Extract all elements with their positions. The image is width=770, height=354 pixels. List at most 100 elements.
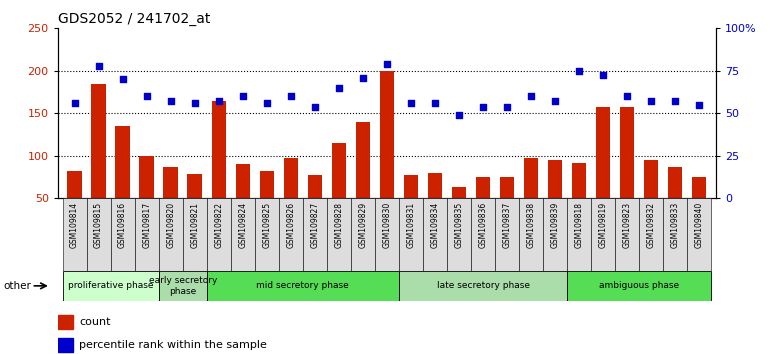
Bar [447,198,471,271]
Point [525,93,537,99]
Bar [308,175,322,241]
Text: GSM109838: GSM109838 [527,202,536,248]
Point [645,98,658,103]
Point [69,100,81,106]
Bar [596,107,611,241]
Bar [62,198,86,271]
Bar [452,187,466,241]
Point [380,61,393,67]
Bar [332,143,346,241]
Text: GSM109835: GSM109835 [454,202,464,248]
Text: GSM109837: GSM109837 [503,202,511,248]
Text: GSM109834: GSM109834 [430,202,440,248]
Bar [58,338,73,352]
Text: GDS2052 / 241702_at: GDS2052 / 241702_at [58,12,210,26]
Bar [423,198,447,271]
Bar [139,156,154,241]
Bar [326,198,351,271]
Bar [231,198,255,271]
Bar [259,171,274,241]
Point [285,93,297,99]
Point [140,93,152,99]
Point [333,85,345,91]
Bar [206,271,399,301]
Bar [572,164,586,241]
Point [693,102,705,108]
Text: other: other [4,281,32,291]
Point [116,76,129,82]
Bar [380,71,394,241]
Point [260,100,273,106]
Bar [663,198,688,271]
Bar [279,198,303,271]
Bar [86,198,111,271]
Bar [567,198,591,271]
Bar [283,158,298,241]
Bar [92,84,105,241]
Bar [620,107,634,241]
Text: GSM109826: GSM109826 [286,202,296,248]
Text: late secretory phase: late secretory phase [437,281,530,290]
Point [405,100,417,106]
Bar [692,177,707,241]
Point [453,112,465,118]
Text: GSM109817: GSM109817 [142,202,151,248]
Text: GSM109828: GSM109828 [334,202,343,248]
Point [165,98,177,103]
Point [213,98,225,103]
Bar [188,173,202,241]
Bar [399,271,567,301]
Bar [500,177,514,241]
Text: GSM109815: GSM109815 [94,202,103,248]
Bar [375,198,399,271]
Text: GSM109829: GSM109829 [358,202,367,248]
Bar [351,198,375,271]
Point [309,104,321,110]
Bar [403,175,418,241]
Bar [67,171,82,241]
Point [573,68,585,74]
Point [597,72,609,78]
Bar [356,122,370,241]
Bar [591,198,615,271]
Bar [639,198,663,271]
Bar [668,167,682,241]
Bar [111,198,135,271]
Text: GSM109820: GSM109820 [166,202,176,248]
Text: early secretory
phase: early secretory phase [149,276,217,296]
Bar [58,315,73,329]
Text: GSM109816: GSM109816 [118,202,127,248]
Point [92,63,105,69]
Bar [428,173,442,241]
Text: GSM109840: GSM109840 [695,202,704,248]
Bar [543,198,567,271]
Bar [135,198,159,271]
Bar [159,198,182,271]
Text: ambiguous phase: ambiguous phase [599,281,679,290]
Text: GSM109818: GSM109818 [574,202,584,248]
Bar [116,126,130,241]
Bar [182,198,206,271]
Text: GSM109827: GSM109827 [310,202,320,248]
Point [501,104,514,110]
Text: percentile rank within the sample: percentile rank within the sample [79,339,266,350]
Bar [548,160,562,241]
Point [357,75,369,80]
Text: count: count [79,317,110,327]
Bar [476,177,490,241]
Text: GSM109831: GSM109831 [407,202,416,248]
Bar [399,198,423,271]
Text: GSM109819: GSM109819 [598,202,608,248]
Bar [236,164,250,241]
Bar [303,198,326,271]
Text: proliferative phase: proliferative phase [68,281,153,290]
Bar [255,198,279,271]
Point [621,93,634,99]
Text: GSM109822: GSM109822 [214,202,223,248]
Bar [688,198,711,271]
Bar [495,198,519,271]
Text: GSM109823: GSM109823 [623,202,631,248]
Point [236,93,249,99]
Text: GSM109814: GSM109814 [70,202,79,248]
Text: GSM109821: GSM109821 [190,202,199,248]
